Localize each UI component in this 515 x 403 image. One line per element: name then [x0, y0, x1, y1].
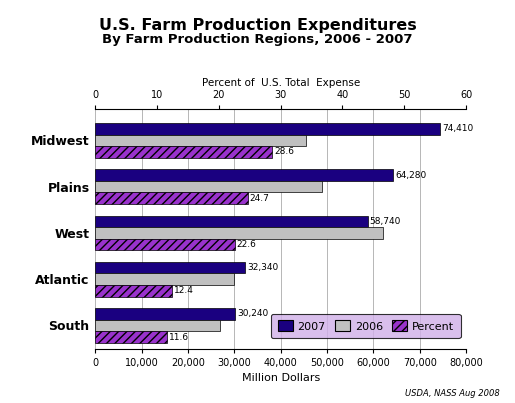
- Bar: [95, 262, 245, 273]
- Bar: [95, 135, 306, 146]
- Bar: [95, 285, 172, 297]
- Bar: [95, 273, 234, 285]
- Text: 64,280: 64,280: [395, 170, 426, 179]
- X-axis label: Million Dollars: Million Dollars: [242, 373, 320, 383]
- Text: U.S. Farm Production Expenditures: U.S. Farm Production Expenditures: [99, 18, 416, 33]
- Bar: [95, 320, 220, 331]
- Bar: [95, 181, 322, 192]
- Legend: 2007, 2006, Percent: 2007, 2006, Percent: [271, 314, 460, 338]
- Bar: [95, 192, 248, 204]
- Bar: [95, 308, 235, 320]
- Bar: [95, 216, 368, 227]
- Text: 11.6: 11.6: [169, 332, 189, 341]
- X-axis label: Percent of  U.S. Total  Expense: Percent of U.S. Total Expense: [201, 78, 360, 87]
- Text: 58,740: 58,740: [369, 217, 401, 226]
- Text: 32,340: 32,340: [247, 263, 278, 272]
- Bar: [95, 169, 393, 181]
- Text: 30,240: 30,240: [237, 310, 268, 318]
- Bar: [95, 227, 383, 239]
- Bar: [95, 331, 167, 343]
- Text: 22.6: 22.6: [237, 240, 256, 249]
- Text: 74,410: 74,410: [442, 124, 473, 133]
- Text: 28.6: 28.6: [274, 147, 294, 156]
- Bar: [95, 146, 272, 158]
- Text: By Farm Production Regions, 2006 - 2007: By Farm Production Regions, 2006 - 2007: [102, 33, 413, 46]
- Text: 12.4: 12.4: [174, 286, 194, 295]
- Text: USDA, NASS Aug 2008: USDA, NASS Aug 2008: [405, 389, 500, 398]
- Bar: [95, 123, 440, 135]
- Text: 24.7: 24.7: [250, 194, 270, 203]
- Bar: [95, 239, 235, 250]
